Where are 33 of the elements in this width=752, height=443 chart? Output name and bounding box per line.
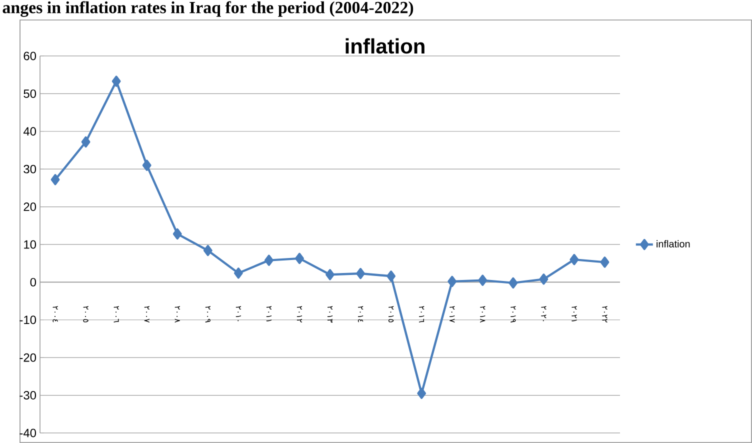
- point: [448, 276, 457, 288]
- point: [417, 388, 426, 399]
- y-tick-label: -10: [20, 316, 36, 324]
- point: [386, 270, 396, 282]
- point: [81, 136, 90, 148]
- y-tick-label: 0: [30, 278, 36, 286]
- point: [478, 274, 488, 286]
- point: [234, 268, 243, 279]
- y-tick-label: -40: [20, 428, 36, 438]
- y-tick-label: 20: [24, 202, 36, 212]
- point: [203, 244, 212, 256]
- y-tick-label: 60: [24, 52, 36, 60]
- y-tick-label: 10: [24, 240, 36, 249]
- point: [295, 252, 304, 264]
- y-tick-label: 30: [24, 164, 36, 174]
- legend-label: inflation: [656, 240, 690, 248]
- point: [172, 228, 182, 240]
- point: [50, 174, 60, 186]
- y-tick-label: 50: [24, 89, 36, 98]
- point: [539, 274, 548, 285]
- point: [264, 254, 274, 266]
- y-tick-label: -30: [20, 391, 36, 400]
- point: [508, 277, 518, 289]
- y-tick-label: 40: [23, 127, 36, 136]
- point: [112, 76, 121, 87]
- point: [600, 256, 610, 268]
- point: [326, 269, 334, 280]
- point: [356, 268, 365, 280]
- point: [142, 160, 152, 171]
- chart-title: inflation: [346, 38, 424, 54]
- point: [570, 254, 579, 266]
- text: anges in inflation rates in Iraq for the period (2004-2022): [2, 1, 414, 17]
- y-tick-label: -20: [20, 353, 36, 362]
